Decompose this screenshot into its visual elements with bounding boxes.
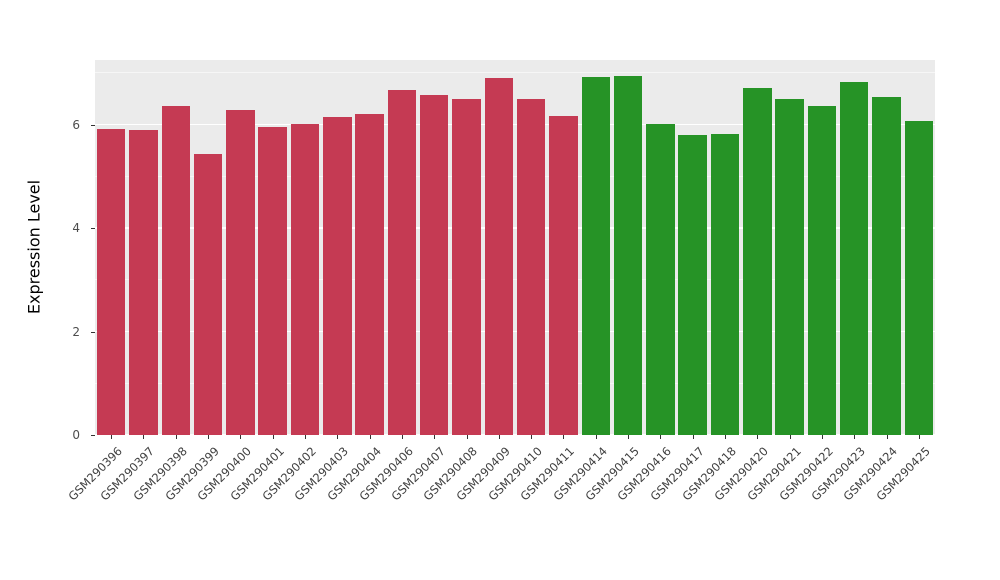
bar-GSM290410 xyxy=(516,98,546,435)
bar-GSM290425 xyxy=(904,120,934,435)
x-tick-mark xyxy=(628,435,630,439)
major-gridline xyxy=(95,227,935,229)
bar-GSM290397 xyxy=(129,129,158,435)
x-tick-mark xyxy=(757,435,759,439)
minor-gridline xyxy=(95,279,935,281)
y-tick-label: 0 xyxy=(72,428,80,442)
bar-GSM290417 xyxy=(678,135,707,435)
bar-GSM290416 xyxy=(646,123,675,435)
bar-GSM290399 xyxy=(193,154,223,435)
bar-GSM290421 xyxy=(775,98,804,435)
bar-GSM290424 xyxy=(872,97,901,435)
bar-GSM290420 xyxy=(743,88,772,435)
x-tick-mark xyxy=(692,435,694,439)
bar-GSM290423 xyxy=(840,81,869,435)
y-tick-mark xyxy=(91,228,95,230)
x-tick-mark xyxy=(660,435,662,439)
bar-GSM290409 xyxy=(484,78,514,435)
y-tick-label: 2 xyxy=(72,324,80,339)
major-gridline xyxy=(95,123,935,126)
x-tick-mark xyxy=(240,435,242,439)
bar-GSM290414 xyxy=(581,76,610,435)
bar-GSM290396 xyxy=(96,129,126,435)
bar-GSM290403 xyxy=(323,116,352,435)
bar-GSM290418 xyxy=(710,133,740,435)
x-tick-mark xyxy=(434,435,436,439)
x-tick-mark xyxy=(337,435,339,439)
x-tick-mark xyxy=(918,435,920,439)
y-tick-mark xyxy=(91,435,95,436)
bar-GSM290401 xyxy=(258,126,287,435)
bar-GSM290406 xyxy=(387,90,417,435)
bar-GSM290400 xyxy=(226,110,255,435)
x-tick-mark xyxy=(595,435,597,439)
x-tick-mark xyxy=(272,435,274,439)
x-tick-mark xyxy=(725,435,726,439)
x-tick-mark xyxy=(821,435,823,439)
bar-GSM290422 xyxy=(807,105,837,435)
minor-gridline xyxy=(95,175,935,177)
x-tick-mark xyxy=(143,435,145,439)
x-tick-mark xyxy=(531,435,533,439)
x-tick-mark xyxy=(175,435,177,439)
bar-GSM290407 xyxy=(420,95,449,435)
x-tick-mark xyxy=(305,435,306,439)
major-gridline xyxy=(95,330,935,333)
bar-GSM290404 xyxy=(355,114,384,435)
x-tick-mark xyxy=(886,435,888,439)
y-tick-label: 4 xyxy=(72,221,80,236)
x-tick-mark xyxy=(208,435,210,439)
major-gridline xyxy=(95,434,935,436)
x-tick-mark xyxy=(369,435,371,439)
x-tick-mark xyxy=(789,435,791,439)
bar-GSM290415 xyxy=(613,75,643,435)
x-tick-mark xyxy=(401,435,403,439)
minor-gridline xyxy=(95,382,935,384)
x-tick-mark xyxy=(498,435,500,439)
bar-GSM290411 xyxy=(549,115,578,435)
y-tick-label: 6 xyxy=(72,117,80,132)
y-tick-mark xyxy=(91,124,95,126)
x-tick-mark xyxy=(854,435,856,439)
y-tick-mark xyxy=(91,331,95,333)
minor-gridline xyxy=(95,72,935,74)
x-tick-mark xyxy=(563,435,565,439)
bar-GSM290398 xyxy=(161,106,190,435)
x-tick-mark xyxy=(111,435,113,439)
y-axis-title: Expression Level xyxy=(24,179,44,315)
plot-panel xyxy=(95,60,935,436)
bar-GSM290408 xyxy=(452,98,481,435)
bar-GSM290402 xyxy=(290,124,320,435)
x-tick-mark xyxy=(466,435,468,439)
